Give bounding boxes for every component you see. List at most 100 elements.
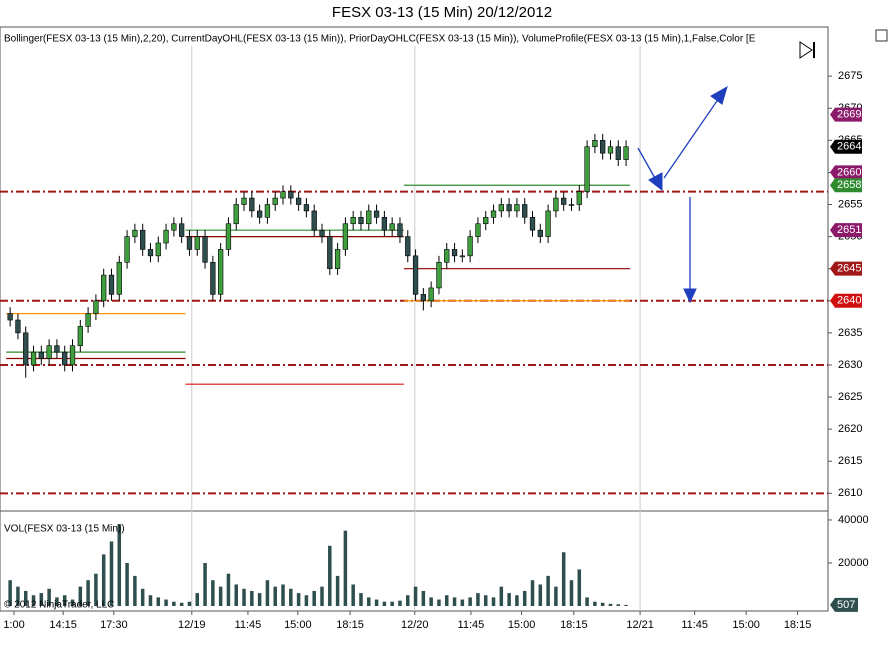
candle-body	[498, 204, 504, 212]
x-tick-label: 11:45	[681, 619, 708, 631]
x-tick-label: 18:15	[336, 619, 364, 631]
volume-bar	[55, 597, 59, 606]
candle-body	[490, 210, 497, 218]
volume-bar	[156, 597, 161, 606]
volume-bar	[226, 573, 231, 606]
price-marker-label: 2645	[837, 263, 861, 275]
volume-bar	[585, 597, 589, 606]
volume-bar	[546, 575, 550, 606]
candle-body	[69, 345, 76, 366]
y-tick-label: 20000	[838, 557, 869, 569]
volume-bar	[296, 593, 301, 606]
volume-bar	[452, 597, 457, 606]
volume-bar	[624, 604, 628, 606]
candle-body	[397, 223, 403, 237]
price-marker	[830, 293, 862, 308]
x-tick-label: 12/19	[178, 619, 206, 631]
candle-body	[147, 249, 154, 257]
candle-body	[561, 197, 567, 205]
x-tick-label: 15:00	[508, 619, 536, 631]
candle-body	[615, 146, 621, 160]
volume-bar	[211, 580, 215, 606]
candle-body	[54, 345, 60, 353]
volume-bar	[515, 595, 519, 606]
volume-bar	[16, 586, 20, 606]
volume-bar	[374, 599, 379, 606]
candle-body	[108, 274, 115, 295]
volume-bar	[359, 593, 363, 606]
volume-bar	[390, 601, 394, 606]
volume-bar	[538, 584, 543, 606]
price-marker-label: 2658	[837, 179, 861, 191]
price-marker-label: 2669	[837, 109, 861, 121]
candle-body	[366, 210, 372, 225]
candle-body	[506, 204, 512, 212]
candle-body	[576, 191, 582, 205]
arrow-head	[648, 172, 663, 192]
y-tick-label: 2635	[838, 327, 862, 339]
candle-body	[381, 217, 388, 231]
candle-body	[607, 146, 614, 154]
volume-bar	[429, 597, 433, 606]
candle-body	[179, 223, 185, 237]
candle-body	[194, 236, 200, 250]
volume-bar	[421, 590, 426, 606]
volume-bar	[281, 584, 285, 606]
price-marker	[830, 165, 862, 180]
candle-body	[233, 204, 239, 225]
candle-body	[428, 287, 434, 302]
candle-body	[553, 197, 559, 212]
volume-bar	[140, 588, 145, 606]
nav-icons[interactable]	[799, 29, 888, 59]
candle-body	[210, 261, 216, 295]
x-tick-label: 12/21	[626, 619, 654, 631]
play-icon[interactable]	[799, 41, 813, 59]
volume-bar	[499, 586, 504, 606]
volume-bar	[304, 595, 309, 606]
candle-body	[280, 191, 286, 199]
candle-body	[7, 313, 13, 321]
candle-body	[405, 236, 411, 257]
arrow-head	[710, 85, 728, 105]
chart-title: FESX 03-13 (15 Min) 20/12/2012	[332, 4, 552, 21]
candle-body	[303, 204, 310, 212]
volume-bar	[289, 588, 293, 606]
close-button[interactable]	[875, 29, 888, 42]
volume-bar	[195, 593, 200, 606]
volume-bar	[234, 584, 238, 606]
candle-body	[38, 351, 44, 359]
volume-bar	[257, 593, 262, 606]
volume-bar	[8, 580, 12, 606]
volume-bar	[460, 599, 465, 606]
candle-body	[319, 229, 325, 237]
volume-bar	[320, 586, 324, 606]
x-tick-label: 14:15	[49, 619, 77, 631]
annotation-arrows	[637, 85, 728, 304]
candle-body	[334, 249, 341, 269]
volume-bar	[23, 590, 28, 606]
candle-body	[171, 223, 177, 231]
candle-body	[475, 223, 481, 237]
price-marker	[830, 261, 862, 276]
indicator-list: Bollinger(FESX 03-13 (15 Min),2,20), Cur…	[4, 34, 756, 45]
volume-bar	[250, 590, 254, 606]
volume-bar	[328, 545, 332, 606]
candle-body	[584, 146, 590, 192]
candle-body	[451, 249, 458, 257]
candle-body	[412, 255, 419, 295]
candle-body	[350, 217, 356, 225]
x-tick-label: 18:15	[560, 619, 588, 631]
y-tick-label: 2675	[838, 70, 862, 82]
volume-bar	[109, 541, 114, 606]
price-marker-label: 2651	[837, 224, 861, 236]
volume-bar	[608, 603, 613, 606]
candle-body	[522, 204, 528, 218]
candle-body	[116, 261, 122, 295]
volume-bar	[483, 595, 488, 606]
volume-bar	[203, 562, 207, 606]
candle-body	[358, 217, 364, 225]
candle-body	[444, 249, 450, 263]
volume-bar	[125, 562, 129, 606]
candle-body	[373, 210, 380, 218]
